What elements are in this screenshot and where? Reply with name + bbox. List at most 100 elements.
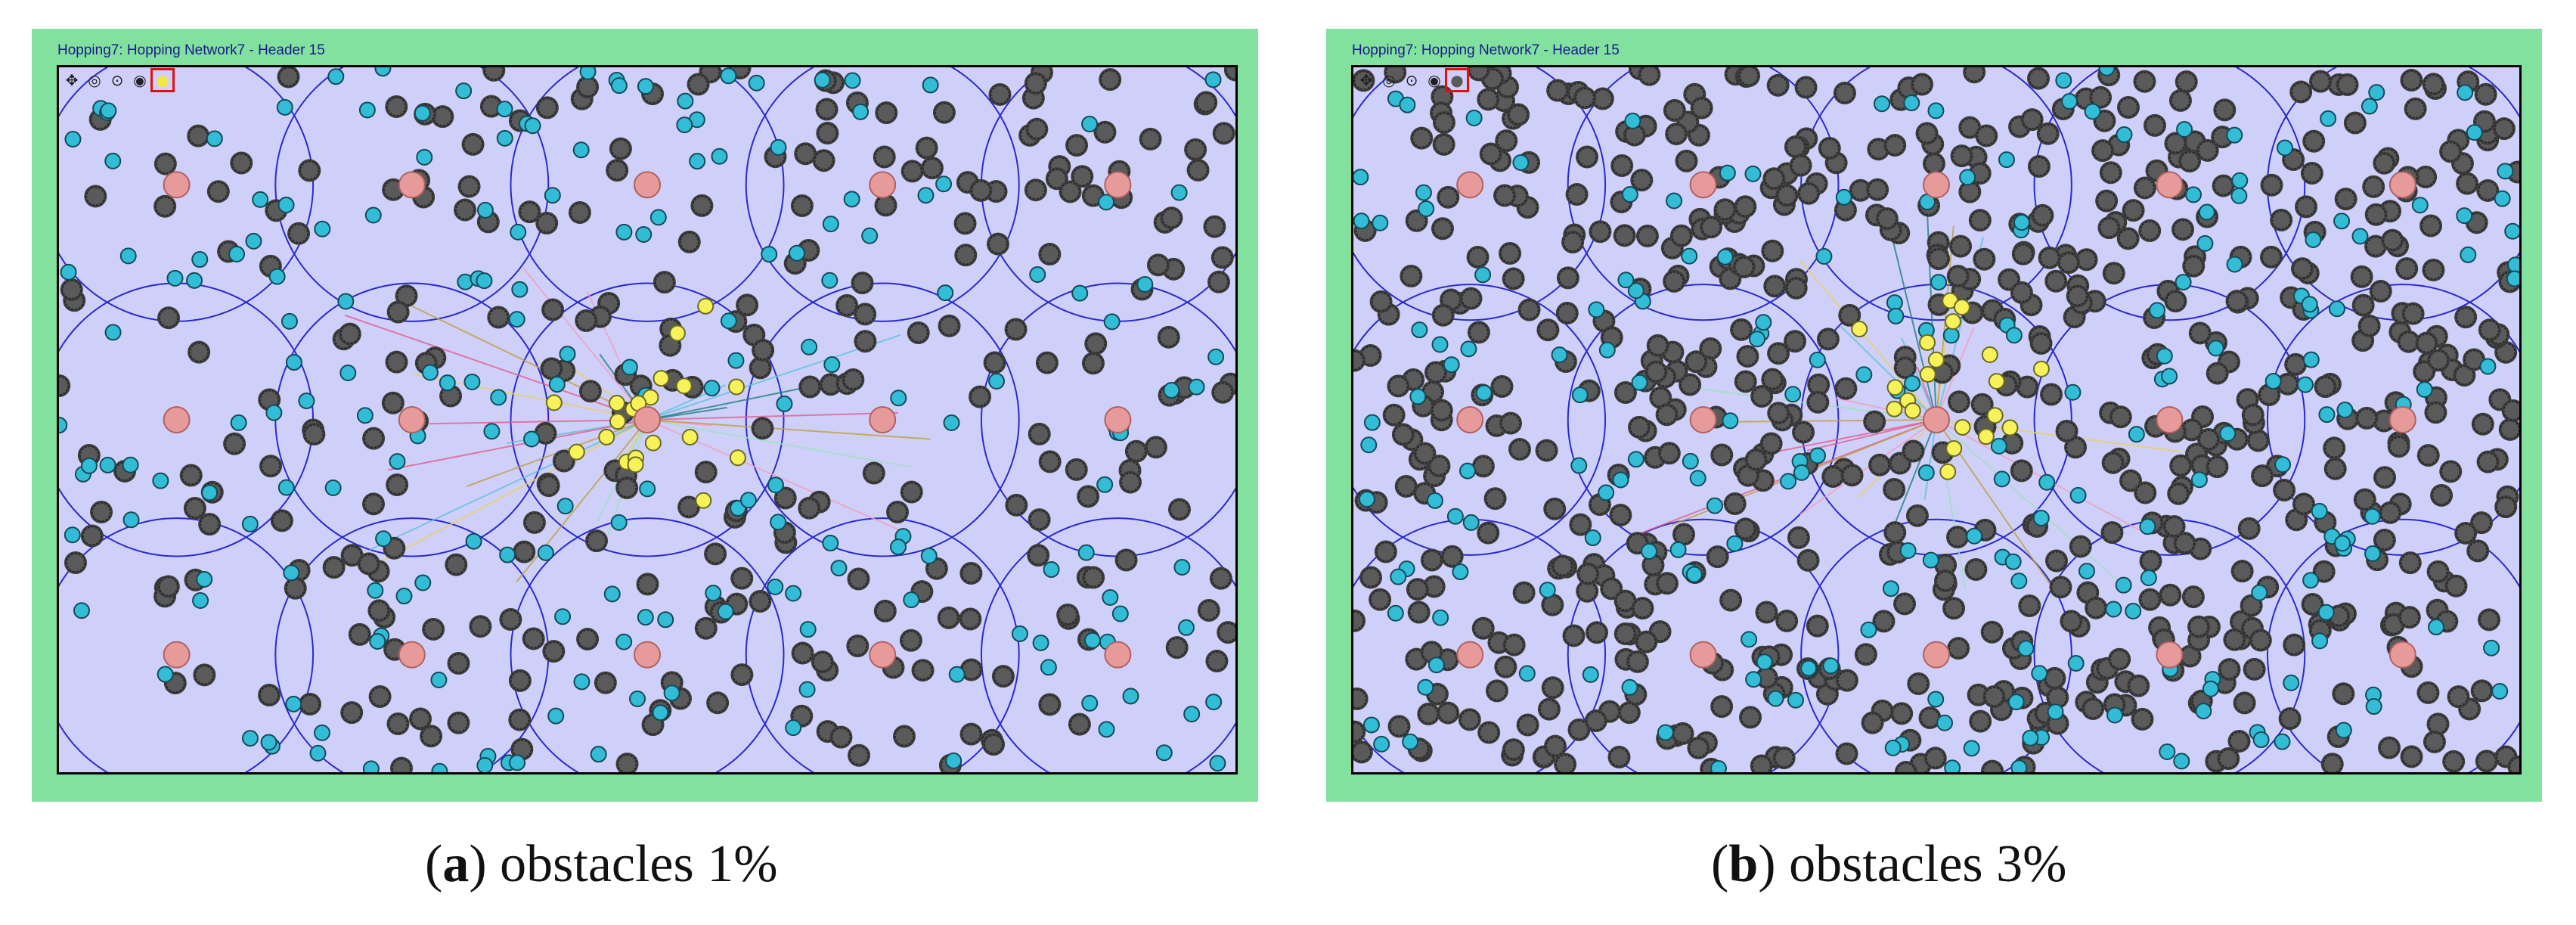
sensor-node	[1188, 378, 1205, 396]
obstacle-icon	[2270, 208, 2293, 231]
obstacle-icon	[2332, 682, 2355, 706]
obstacle-icon	[522, 511, 546, 534]
sensor-node	[2007, 694, 2025, 711]
obstacle-icon	[1584, 709, 1607, 733]
sensor-node	[509, 754, 526, 771]
sensor-node	[1207, 348, 1225, 365]
obstacle-icon	[1546, 79, 1570, 102]
sensor-node	[1631, 374, 1648, 391]
network-field[interactable]: ✥ ◎ ⊙ ◉ ●	[57, 65, 1238, 774]
obstacle-icon	[2230, 560, 2254, 583]
obstacle-icon	[1124, 439, 1148, 463]
active-tool-icon[interactable]: ●	[1445, 68, 1469, 92]
obstacle-icon	[1775, 609, 1799, 632]
sensor-node	[339, 365, 357, 382]
obstacle-icon	[2162, 515, 2186, 539]
obstacle-icon	[2091, 139, 2115, 163]
sensor-node	[2161, 368, 2178, 385]
obstacle-icon	[2213, 98, 2237, 122]
sensor-node	[789, 244, 806, 262]
cluster-head-node	[1104, 641, 1132, 669]
sensor-node	[1710, 760, 1727, 772]
obstacle-icon	[2031, 203, 2054, 227]
obstacle-icon	[1838, 303, 1861, 327]
toolbar: ✥ ◎ ⊙ ◉ ●	[62, 68, 175, 92]
obstacle-icon	[1585, 621, 1608, 644]
sensor-node	[1111, 605, 1129, 622]
obstacle-icon	[1975, 124, 1998, 147]
obstacle-icon	[457, 175, 481, 198]
simulation-window-b: Hopping7: Hopping Network7 - Header 15 ✥…	[1326, 29, 2542, 802]
obstacle-icon	[2241, 403, 2264, 427]
cluster-ring	[745, 282, 1020, 557]
sensor-node	[2176, 120, 2193, 138]
obstacle-icon	[1565, 183, 1589, 206]
obstacle-icon	[1466, 245, 1489, 268]
obstacle-icon	[1431, 217, 1454, 241]
obstacle-icon	[1374, 540, 1397, 563]
obstacle-icon	[1970, 393, 1994, 416]
edit-tool-icon[interactable]: ⊙	[1405, 71, 1418, 89]
sensor-node	[948, 666, 966, 683]
active-sensor-node	[729, 449, 746, 467]
obstacle-icon	[2291, 257, 2314, 281]
obstacle-icon	[2139, 549, 2162, 573]
cluster-ring	[1800, 67, 2072, 321]
obstacle-icon	[1038, 693, 1062, 716]
obstacle-icon	[578, 380, 602, 403]
network-field[interactable]: ✥ ◎ ⊙ ◉ ●	[1351, 65, 2522, 774]
sensor-node	[260, 734, 277, 751]
obstacle-icon	[1947, 390, 1970, 414]
sensor-node	[1749, 331, 1766, 348]
obstacle-icon	[1982, 685, 2006, 709]
sensor-node	[2507, 256, 2519, 274]
sensor-node	[739, 492, 757, 509]
obstacle-icon	[1797, 182, 1821, 205]
obstacle-icon	[1635, 225, 1659, 248]
sensor-node	[2139, 518, 2156, 535]
zoom-tool-icon[interactable]: ◉	[133, 71, 147, 89]
cluster-ring	[59, 517, 315, 772]
sensor-node	[799, 621, 817, 638]
sensor-node	[1465, 109, 1483, 126]
sensor-node	[2277, 139, 2294, 157]
sensor-node	[309, 744, 327, 762]
active-sensor-node	[1954, 418, 1971, 436]
sensor-node	[64, 526, 81, 544]
route-line	[411, 305, 648, 421]
node-tool-icon[interactable]: ◎	[88, 71, 101, 89]
sensor-node	[2497, 163, 2514, 180]
obstacle-icon	[1038, 450, 1062, 473]
pointer-tool-icon[interactable]: ✥	[65, 71, 79, 89]
route-line	[1835, 397, 1937, 421]
obstacle-icon	[1146, 253, 1170, 277]
node-tool-icon[interactable]: ◎	[1382, 71, 1396, 89]
obstacle-icon	[1761, 239, 1784, 262]
pointer-tool-icon[interactable]: ✥	[1359, 71, 1373, 89]
obstacle-icon	[1835, 669, 1858, 692]
obstacle-icon	[653, 271, 676, 294]
obstacle-icon	[2444, 574, 2468, 598]
obstacle-icon	[2020, 108, 2044, 132]
sensor-node	[1944, 759, 1961, 772]
obstacle-icon	[1458, 708, 1481, 731]
obstacle-icon	[1767, 402, 1790, 425]
edit-tool-icon[interactable]: ⊙	[110, 71, 124, 89]
active-tool-icon[interactable]: ●	[150, 68, 175, 92]
network-canvas[interactable]	[1353, 67, 2519, 772]
obstacle-icon	[2422, 73, 2445, 96]
sensor-node	[2491, 683, 2509, 700]
zoom-tool-icon[interactable]: ◉	[1427, 71, 1441, 89]
obstacle-icon	[609, 137, 632, 160]
obstacle-icon	[2276, 372, 2299, 396]
sensor-node	[196, 570, 213, 588]
sensor-node	[1899, 542, 1917, 559]
obstacle-icon	[2498, 417, 2519, 441]
obstacle-icon	[1502, 738, 1525, 762]
obstacle-icon	[2283, 633, 2306, 657]
obstacle-icon	[1613, 224, 1636, 247]
sensor-node	[822, 216, 839, 233]
obstacle-icon	[1863, 410, 1886, 433]
sensor-node	[281, 312, 298, 330]
network-canvas[interactable]	[59, 67, 1235, 772]
